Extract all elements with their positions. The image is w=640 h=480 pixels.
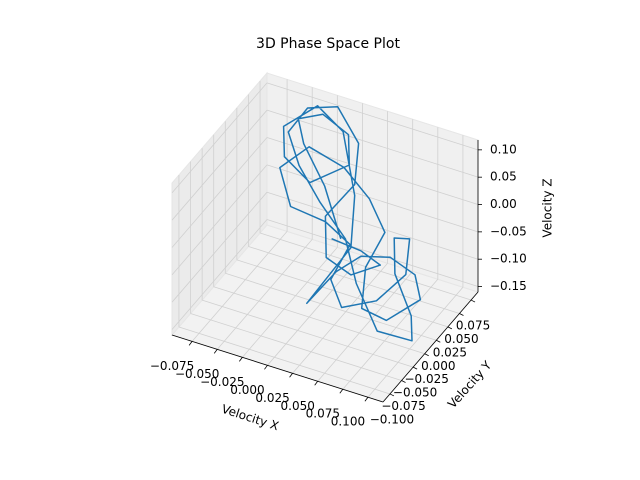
- y-tick-label: −0.075: [381, 399, 425, 413]
- x-tick-label: 0.025: [255, 391, 289, 405]
- grid-line: [171, 164, 268, 276]
- grid-line: [171, 137, 268, 248]
- z-tick-label: 0.00: [490, 197, 517, 211]
- grid-line: [266, 191, 479, 260]
- x-axis-label: Velocity X: [220, 402, 281, 434]
- z-tick-label: 0.10: [490, 142, 517, 156]
- axis-line: [382, 291, 479, 403]
- z-tick-label: −0.10: [490, 252, 527, 266]
- x-tick-label: 0.100: [331, 415, 365, 429]
- grid-line: [317, 271, 413, 382]
- grid-line: [171, 109, 268, 221]
- tick-mark: [424, 353, 429, 357]
- grid-line: [191, 231, 288, 342]
- tick-mark: [264, 365, 268, 370]
- grid-line: [266, 219, 479, 287]
- grid-line: [242, 247, 338, 358]
- tick-mark: [470, 299, 476, 303]
- x-tick-label: 0.000: [230, 383, 264, 397]
- y-tick-label: 0.050: [444, 332, 478, 346]
- grid-line: [248, 246, 460, 314]
- y-tick-label: −0.050: [393, 386, 437, 400]
- tick-mark: [389, 393, 395, 397]
- axis-line: [171, 334, 384, 403]
- grid-line: [190, 313, 402, 381]
- grid-line: [266, 137, 479, 205]
- y-tick-label: 0.025: [433, 345, 467, 359]
- chart-title: 3D Phase Space Plot: [256, 36, 400, 52]
- grid-line: [213, 286, 425, 355]
- y-tick-label: 0.075: [456, 319, 490, 333]
- y-tick-label: 0.000: [421, 359, 455, 373]
- tick-mark: [447, 326, 453, 330]
- x-tick-label: 0.075: [306, 407, 340, 421]
- grid-line: [267, 255, 363, 366]
- z-tick-label: 0.05: [490, 170, 517, 184]
- grid-line: [216, 239, 313, 350]
- grid-line: [202, 299, 414, 368]
- trajectory-line: [279, 105, 422, 342]
- tick-mark: [364, 396, 369, 402]
- grid-line: [266, 82, 479, 151]
- z-tick-label: −0.05: [490, 224, 527, 238]
- grid-line: [367, 286, 464, 398]
- tick-mark: [339, 388, 344, 394]
- tick-mark: [436, 339, 441, 343]
- grid-line: [266, 109, 479, 178]
- grid-line: [171, 82, 268, 194]
- y-tick-label: −0.100: [370, 412, 414, 426]
- tick-mark: [188, 341, 193, 346]
- grid-line: [171, 219, 268, 330]
- grid-line: [266, 164, 479, 233]
- x-tick-label: −0.025: [200, 375, 244, 389]
- x-tick-label: 0.050: [281, 399, 315, 413]
- tick-mark: [459, 313, 464, 316]
- grid-line: [171, 191, 268, 303]
- z-tick-label: −0.15: [490, 279, 527, 293]
- tick-mark: [213, 349, 218, 354]
- grid-line: [236, 259, 448, 328]
- tick-mark: [239, 357, 243, 362]
- grid-line: [225, 272, 437, 341]
- tick-mark: [401, 380, 406, 383]
- tick-mark: [412, 366, 418, 370]
- x-tick-label: −0.075: [150, 359, 194, 373]
- z-axis-label: Velocity Z: [541, 178, 555, 237]
- grid-line: [292, 263, 388, 374]
- grid-line: [178, 326, 391, 395]
- x-tick-label: −0.050: [175, 367, 219, 381]
- tick-mark: [289, 373, 293, 378]
- tick-mark: [314, 381, 319, 386]
- y-tick-label: −0.025: [404, 372, 448, 386]
